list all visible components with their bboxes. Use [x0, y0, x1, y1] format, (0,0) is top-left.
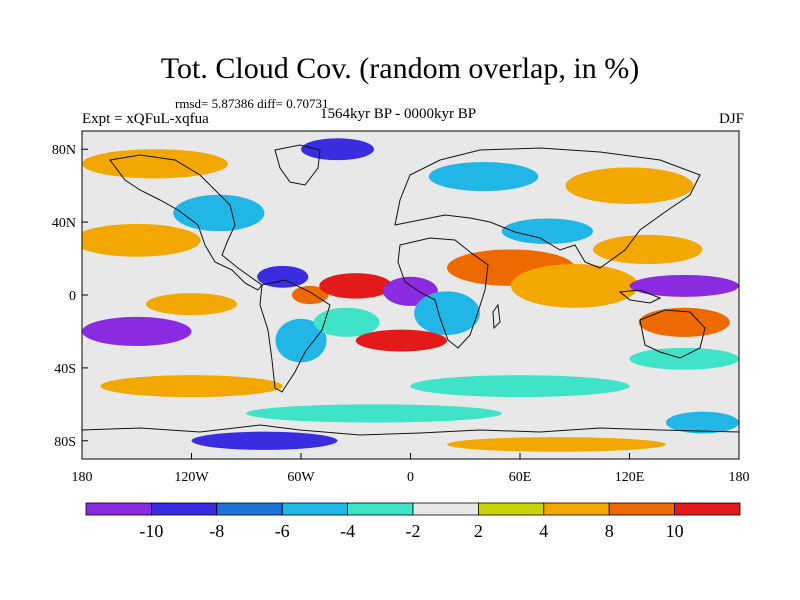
anomaly-blob: [257, 265, 309, 288]
colorbar-label: 10: [666, 521, 684, 541]
colorbar-label: -2: [406, 521, 421, 541]
y-tick-label: 40S: [54, 362, 76, 377]
colorbar-label: -4: [340, 521, 355, 541]
anomaly-blob: [275, 318, 327, 363]
anomaly-blob: [82, 223, 201, 257]
anomaly-blob: [428, 161, 539, 192]
colorbar-label: 4: [539, 521, 548, 541]
anomaly-blob: [291, 285, 329, 305]
anomaly-blob: [355, 329, 447, 352]
anomaly-blob: [593, 234, 703, 265]
colorbar-label: 2: [474, 521, 483, 541]
x-tick-label: 60W: [287, 470, 315, 485]
colorbar-swatch: [412, 502, 479, 516]
anomaly-blob: [414, 291, 480, 336]
y-tick-label: 0: [69, 289, 76, 304]
anomaly-blob: [638, 307, 730, 337]
period-label: 1564kyr BP - 0000kyr BP: [320, 106, 477, 122]
anomaly-blob: [666, 411, 739, 434]
anomaly-blob: [565, 167, 694, 204]
colorbar-swatch: [150, 502, 218, 516]
anomaly-blob: [100, 375, 283, 398]
y-tick-label: 40N: [52, 216, 76, 231]
colorbar-swatch: [477, 502, 545, 516]
anomaly-blob: [510, 264, 639, 308]
x-axis-ticks: 180 120W 60W 0 60E 120E 180: [72, 453, 750, 485]
anomaly-blob: [173, 194, 265, 232]
anomaly-blob: [82, 316, 192, 347]
x-tick-label: 120E: [615, 470, 645, 485]
colorbar-label: -8: [209, 521, 224, 541]
anomaly-blob: [82, 149, 228, 179]
y-axis-ticks: 80N 40N 0 40S 80S: [52, 143, 88, 450]
x-tick-label: 60E: [509, 470, 532, 485]
anomaly-blob: [313, 307, 380, 337]
y-tick-label: 80N: [52, 143, 76, 158]
anomaly-blob: [145, 293, 238, 316]
colorbar-swatch: [543, 502, 610, 516]
colorbar-label: -10: [139, 521, 163, 541]
stats-text: rmsd= 5.87386 diff= 0.70731: [175, 96, 329, 111]
colorbar: -10 -8 -6 -4 -2 2 4 8 10: [85, 502, 741, 541]
x-tick-label: 180: [72, 470, 93, 485]
x-tick-label: 180: [729, 470, 750, 485]
anomaly-blob: [246, 404, 502, 423]
anomaly-blob: [629, 274, 739, 297]
colorbar-swatch: [281, 502, 349, 516]
coastlines: [82, 144, 739, 436]
anomaly-blob: [410, 375, 630, 398]
anomaly-blob: [501, 218, 593, 244]
anomaly-blob: [629, 347, 739, 370]
season-label: DJF: [718, 111, 744, 127]
colorbar-swatch: [85, 502, 152, 516]
colorbar-swatch: [608, 502, 676, 516]
colorbar-swatch: [674, 502, 741, 516]
anomaly-blob: [447, 437, 666, 452]
anomaly-blob: [319, 273, 393, 299]
chart-title: Tot. Cloud Cov. (random overlap, in %): [160, 52, 640, 85]
anomaly-blob: [191, 431, 338, 450]
y-tick-label: 80S: [54, 435, 76, 450]
colorbar-label: 8: [605, 521, 614, 541]
x-tick-label: 0: [407, 470, 414, 485]
experiment-label: Expt = xQFuL-xqfua: [82, 111, 209, 127]
colorbar-swatch: [216, 502, 283, 516]
x-tick-label: 120W: [174, 470, 209, 485]
colorbar-swatch: [347, 502, 414, 516]
anomaly-blob: [301, 138, 374, 161]
colorbar-label: -6: [275, 521, 290, 541]
